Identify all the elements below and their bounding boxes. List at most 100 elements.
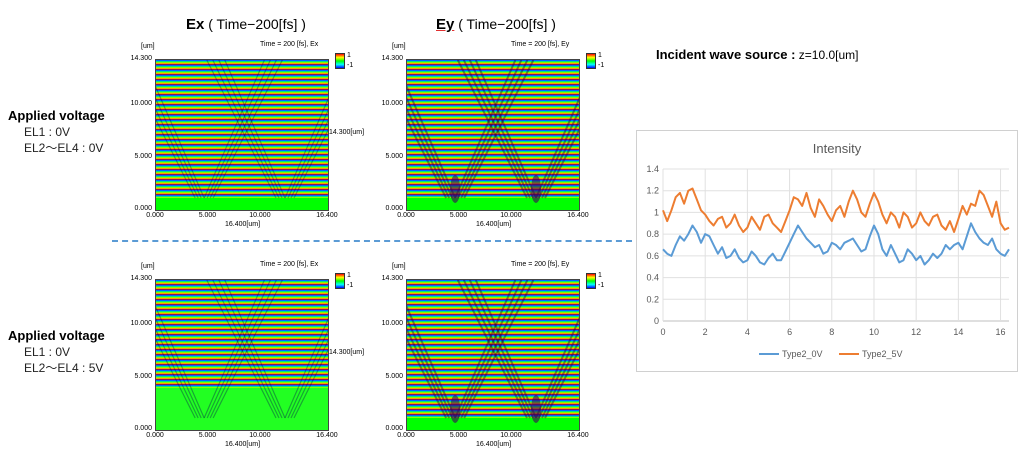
ey-top-colorbar-min: -1 <box>598 62 605 69</box>
applied-voltage-bottom-el1: EL1 : 0V <box>24 345 71 359</box>
ex-top-ytick: 14.300 <box>130 55 152 62</box>
applied-voltage-top-el2: EL2〜EL4 : 0V <box>24 141 104 155</box>
ey-bot-xtick: 0.000 <box>397 432 415 439</box>
chart-xtick-label: 14 <box>953 327 963 337</box>
chart-ytick-label: 0.4 <box>646 273 659 283</box>
ey-title-rest: ( Time−200[fs] ) <box>454 16 556 32</box>
chart-xtick-label: 4 <box>745 327 750 337</box>
ex-title-bold: Ex <box>186 16 205 33</box>
chart-xtick-label: 2 <box>703 327 708 337</box>
ey-top-xtick: 0.000 <box>397 212 415 219</box>
ex-top-ytick: 0.000 <box>134 205 152 212</box>
ex-top-colorbar <box>335 53 345 69</box>
applied-voltage-bottom: Applied voltage EL1 : 0V EL2〜EL4 : 5V <box>8 328 105 376</box>
ex-bot-ytick: 10.000 <box>130 320 152 327</box>
ey-bot-xsize-label: 16.400[um] <box>476 441 512 448</box>
applied-voltage-bottom-el2: EL2〜EL4 : 5V <box>24 361 104 375</box>
chart-title: Intensity <box>813 141 862 156</box>
ey-top-xtick: 5.000 <box>449 212 468 219</box>
ey-top-colorbar <box>586 53 596 69</box>
ex-top-xtick: 10.000 <box>249 212 271 219</box>
ex-bot-colorbar <box>335 273 345 289</box>
ey-top-ytick: 10.000 <box>381 100 403 107</box>
ey-top-xtick: 10.000 <box>500 212 522 219</box>
ey-top-ytick: 0.000 <box>385 205 403 212</box>
ex-top-ytick: 10.000 <box>130 100 152 107</box>
legend-label-Type2_5V: Type2_5V <box>862 349 903 359</box>
ex-bot-xtick: 10.000 <box>249 432 271 439</box>
ey-bot-xtick: 16.400 <box>567 432 589 439</box>
ex-bot-unit-label: [um] <box>141 263 155 270</box>
incident-source-label: Incident wave source : z=10.0[um] <box>656 47 858 62</box>
ex-top-colorbar-min: -1 <box>347 62 354 69</box>
ey-title-bold: Ey <box>436 16 455 33</box>
ey-top-colorbar-max: 1 <box>598 52 602 59</box>
chart-ytick-label: 1 <box>654 207 659 217</box>
applied-voltage-bottom-title: Applied voltage <box>8 328 105 343</box>
chart-ytick-label: 1.4 <box>646 164 659 174</box>
ex-bot-xsize-label: 16.400[um] <box>225 441 261 448</box>
ey-bot-ytick: 0.000 <box>385 425 403 432</box>
ex-top-ytick: 5.000 <box>134 152 152 160</box>
series-line-Type2_5V <box>662 187 1010 233</box>
chart-ytick-label: 0.2 <box>646 294 659 304</box>
ex-bot-time-title: Time = 200 [fs], Ex <box>260 261 319 268</box>
ex-bot-field-map <box>155 279 329 431</box>
applied-voltage-top: Applied voltage EL1 : 0V EL2〜EL4 : 0V <box>8 108 105 156</box>
intensity-chart-svg: Intensity 0 0.2 0.4 0.6 0.8 1 1.2 1.4 0 2 4 6 8 10 12 14… <box>646 141 1010 359</box>
ey-top-xsize-label: 16.400[um] <box>476 221 512 228</box>
ey-top-xtick: 16.400 <box>567 212 589 219</box>
ex-top-xsize-label: 16.400[um] <box>225 221 261 228</box>
chart-xtick-label: 12 <box>911 327 921 337</box>
chart-xtick-label: 0 <box>660 327 665 337</box>
chart-xtick-label: 10 <box>869 327 879 337</box>
ey-bot-xtick: 5.000 <box>449 432 468 439</box>
ex-bot-xtick: 0.000 <box>146 432 164 439</box>
ey-top-ytick: 5.000 <box>385 152 403 160</box>
ex-bot-ytick: 0.000 <box>134 425 152 432</box>
ex-bot-ytick: 5.000 <box>134 372 152 380</box>
ey-bot-ytick: 14.300 <box>381 275 403 282</box>
ey-bot-time-title: Time = 200 [fs], Ey <box>511 261 570 268</box>
ex-top-time-title: Time = 200 [fs], Ex <box>260 41 319 48</box>
ex-title-rest: ( Time−200[fs] ) <box>204 16 306 32</box>
ey-bot-field-map <box>406 279 580 431</box>
ex-top-xtick: 0.000 <box>146 212 164 219</box>
ex-bot-xtick: 16.400 <box>316 432 338 439</box>
ex-bot-colorbar-max: 1 <box>347 272 351 279</box>
ey-top-ysize-label: 14.300[um] <box>329 129 365 136</box>
ex-top-xtick: 5.000 <box>198 212 217 219</box>
chart-ytick-label: 0.8 <box>646 229 659 239</box>
ey-top-field-map <box>406 59 580 211</box>
ey-bot-xtick: 10.000 <box>500 432 522 439</box>
ey-top-unit-label: [um] <box>392 43 406 50</box>
ey-bot-ysize-label: 14.300[um] <box>329 349 365 356</box>
ex-column-title: Ex ( Time−200[fs] ) <box>186 16 306 33</box>
ex-top-unit-label: [um] <box>141 43 155 50</box>
ey-top-ytick: 14.300 <box>381 55 403 62</box>
ey-column-title: Ey ( Time−200[fs] ) <box>436 16 556 33</box>
incident-source-title: Incident wave source : <box>656 47 796 62</box>
applied-voltage-top-title: Applied voltage <box>8 108 105 123</box>
series-line-Type2_0V <box>662 222 1010 266</box>
ex-top-colorbar-max: 1 <box>347 52 351 59</box>
ey-bot-ytick: 5.000 <box>385 372 403 380</box>
chart-xtick-label: 8 <box>829 327 834 337</box>
ey-bot-ytick: 10.000 <box>381 320 403 327</box>
ex-bot-xtick: 5.000 <box>198 432 217 439</box>
ey-bot-colorbar-min: -1 <box>598 282 605 289</box>
ex-top-field-map <box>155 59 329 211</box>
chart-xtick-label: 16 <box>996 327 1006 337</box>
ey-top-time-title: Time = 200 [fs], Ey <box>511 41 570 48</box>
ex-top-xtick: 16.400 <box>316 212 338 219</box>
chart-ytick-label: 1.2 <box>646 186 659 196</box>
ex-bot-colorbar-min: -1 <box>347 282 354 289</box>
intensity-chart: Intensity 0 0.2 0.4 0.6 0.8 1 1.2 1.4 0 2 4 6 8 10 12 14… <box>636 130 1018 372</box>
section-divider <box>112 240 632 242</box>
ey-bot-colorbar <box>586 273 596 289</box>
chart-xtick-label: 6 <box>787 327 792 337</box>
applied-voltage-top-el1: EL1 : 0V <box>24 125 71 139</box>
legend-label-Type2_0V: Type2_0V <box>782 349 823 359</box>
ex-bot-ytick: 14.300 <box>130 275 152 282</box>
incident-source-value: z=10.0[um] <box>795 48 859 62</box>
